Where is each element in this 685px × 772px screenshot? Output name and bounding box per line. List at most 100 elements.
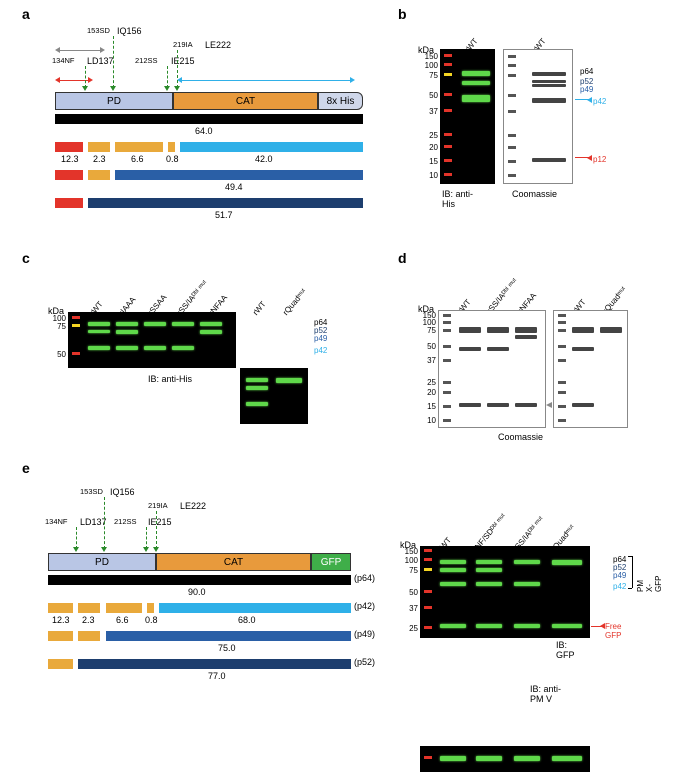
- panel-d-label: d: [398, 250, 407, 266]
- kda-75: 75: [418, 71, 438, 80]
- ib-c: IB: anti-His: [148, 374, 192, 384]
- panel-a-diagram: 134NF LD137 153SD IQ156 212SS IE215 219I…: [55, 14, 365, 214]
- panel-c-label: c: [22, 250, 30, 266]
- seg-e-r4: 0.8: [145, 615, 158, 625]
- cleave-s3-left: 212SS: [135, 56, 158, 65]
- coomassie-d: Coomassie: [498, 432, 543, 442]
- kda-d25: 25: [418, 378, 436, 387]
- seg-e-full: 90.0: [188, 587, 206, 597]
- panel-e-blot: kDa WT NF/SDᴰᵇˡ ᵐᵘᵗ SS/IAᴰᵇˡ ᵐᵘᵗ Quadᵐᵘᵗ…: [400, 500, 570, 618]
- seg-r2: 2.3: [93, 154, 106, 164]
- seg-e-r2: 2.3: [82, 615, 95, 625]
- his-tag: 8x His: [318, 92, 363, 110]
- ib-antihis: IB: anti-His: [442, 189, 473, 209]
- p49-row: (p49): [354, 629, 375, 639]
- kda-100: 100: [418, 61, 438, 70]
- cleave-e-s4r: LE222: [180, 501, 206, 511]
- kda-25: 25: [418, 131, 438, 140]
- p12-label: p12: [593, 155, 606, 164]
- kda-e37: 37: [400, 604, 418, 613]
- pd-domain: PD: [55, 92, 173, 110]
- p64-label: p64: [580, 67, 593, 76]
- cleave-e-s2r: IQ156: [110, 487, 135, 497]
- free-gfp: Free GFP: [605, 622, 621, 640]
- kda-d15: 15: [418, 402, 436, 411]
- kda-e25: 25: [400, 624, 418, 633]
- seg-full: 64.0: [195, 126, 213, 136]
- blot-b-right: [503, 49, 573, 184]
- kda-e100: 100: [400, 556, 418, 565]
- blot-d-right: [553, 310, 628, 428]
- coomassie: Coomassie: [512, 189, 557, 199]
- seg-r1: 12.3: [61, 154, 79, 164]
- cleave-e-s1r: LD137: [80, 517, 107, 527]
- seg-e-r5: 68.0: [238, 615, 256, 625]
- cleave-s1-left: 134NF: [52, 56, 75, 65]
- pd-e: PD: [48, 553, 156, 571]
- blot-c-right: [240, 368, 308, 424]
- kda-15: 15: [418, 157, 438, 166]
- blot-b-left: [440, 49, 495, 184]
- seg-e-r1: 12.3: [52, 615, 70, 625]
- panel-b-label: b: [398, 6, 407, 22]
- p42-e: p42: [613, 582, 626, 591]
- p49-e: p49: [613, 571, 626, 580]
- blot-e-top: [420, 546, 590, 638]
- seg-r5: 42.0: [255, 154, 273, 164]
- panel-c-container: kDa rWT rIAAA rSSAA rSS/IAᴰᵇˡ ᵐᵘᵗ rNFAA …: [48, 268, 216, 380]
- kda-50: 50: [418, 91, 438, 100]
- p49-c: p49: [314, 334, 327, 343]
- panel-b-container: kDa rWT rWT 150 100 75 50 37 25: [418, 25, 473, 160]
- lane-c6: rQuadᵐᵘᵗ: [281, 287, 308, 317]
- cleave-s4-right: LE222: [205, 40, 231, 50]
- panel-e-diagram: 134NF LD137 153SD IQ156 212SS IE215 219I…: [48, 475, 378, 695]
- kda-37: 37: [418, 107, 438, 116]
- cleave-e-s1l: 134NF: [45, 517, 68, 526]
- p49-label: p49: [580, 85, 593, 94]
- p52-row: (p52): [354, 657, 375, 667]
- kda-c50: 50: [48, 350, 66, 359]
- cat-e: CAT: [156, 553, 311, 571]
- kda-d50: 50: [418, 342, 436, 351]
- blot-d-left: [438, 310, 546, 428]
- pmxgfp: PM X-GFP: [636, 576, 663, 592]
- cleave-s1-right: LD137: [87, 56, 114, 66]
- cat-domain: CAT: [173, 92, 318, 110]
- seg-r4: 0.8: [166, 154, 179, 164]
- p64-row: (p64): [354, 573, 375, 583]
- cleave-s4-left: 219IA: [173, 40, 193, 49]
- kda-e150: 150: [400, 547, 418, 556]
- cleave-e-s2l: 153SD: [80, 487, 103, 496]
- kda-e50: 50: [400, 588, 418, 597]
- seg-r3: 6.6: [131, 154, 144, 164]
- kda-d37: 37: [418, 356, 436, 365]
- kda-e75: 75: [400, 566, 418, 575]
- kda-c75: 75: [48, 322, 66, 331]
- kda-10: 10: [418, 171, 438, 180]
- gfp-e: GFP: [311, 553, 351, 571]
- blot-c-left: [68, 312, 236, 368]
- cleave-s2-left: 153SD: [87, 26, 110, 35]
- seg-e-b1: 75.0: [218, 643, 236, 653]
- seg-e-r3: 6.6: [116, 615, 129, 625]
- seg-e-b2: 77.0: [208, 671, 226, 681]
- seg-b2: 51.7: [215, 210, 233, 220]
- panel-a-label: a: [22, 6, 30, 22]
- ib-gfp: IB: GFP: [556, 640, 575, 660]
- seg-b1: 49.4: [225, 182, 243, 192]
- cleave-s3-right: IE215: [171, 56, 195, 66]
- kda-d75: 75: [418, 326, 436, 335]
- cleave-e-s3r: IE215: [148, 517, 172, 527]
- kda-d20: 20: [418, 388, 436, 397]
- cleave-e-s4l: 219IA: [148, 501, 168, 510]
- blot-e-bottom: [420, 746, 590, 772]
- p42-row: (p42): [354, 601, 375, 611]
- cleave-s2-right: IQ156: [117, 26, 142, 36]
- p42-c: p42: [314, 346, 327, 355]
- lane-c5: rWT: [251, 300, 268, 317]
- kda-150: 150: [418, 52, 438, 61]
- kda-20: 20: [418, 143, 438, 152]
- kda-d10: 10: [418, 416, 436, 425]
- cleave-e-s3l: 212SS: [114, 517, 137, 526]
- p42-label: p42: [593, 97, 606, 106]
